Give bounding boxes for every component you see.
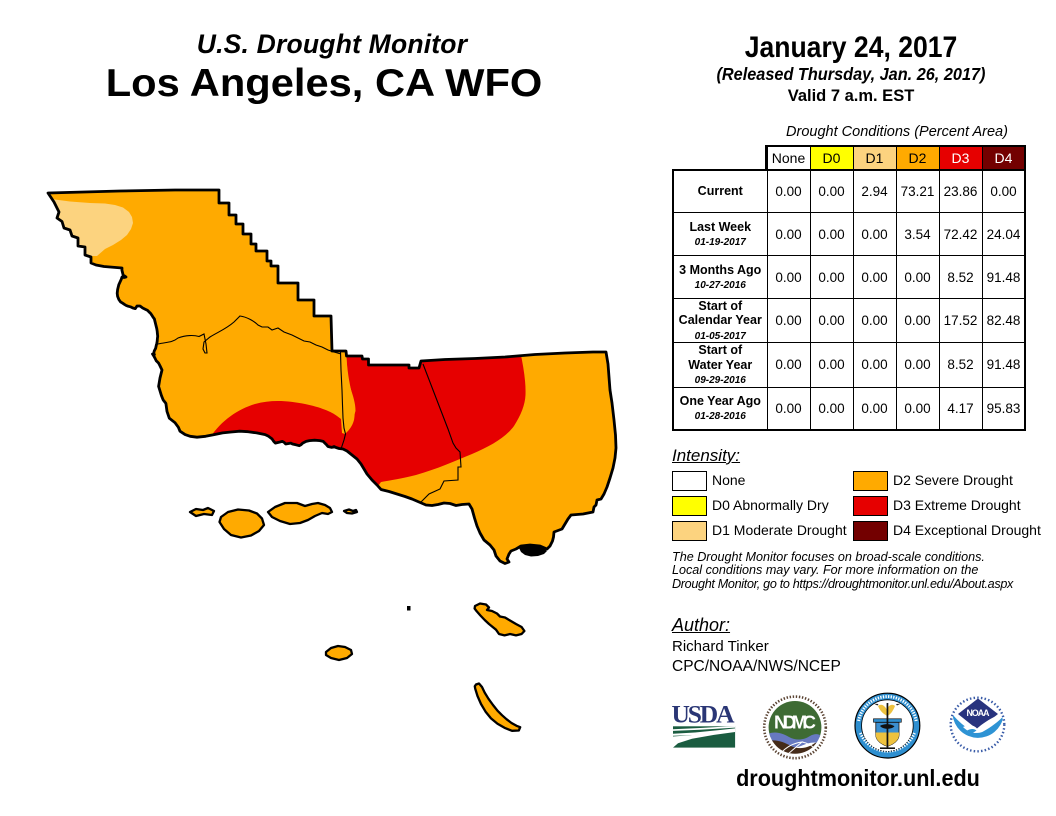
svg-text:NDMC: NDMC — [774, 712, 816, 733]
svg-text:USDA: USDA — [672, 700, 736, 729]
svg-text:NOAA: NOAA — [967, 708, 991, 718]
